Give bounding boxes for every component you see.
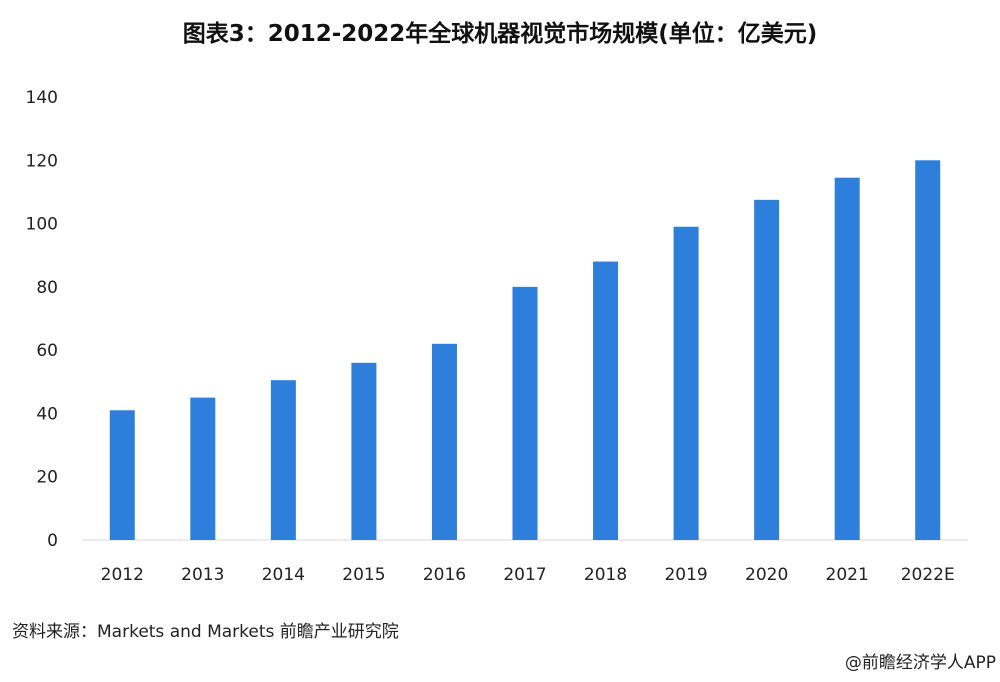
bar-2020 bbox=[754, 199, 780, 540]
x-tick-label: 2012 bbox=[101, 565, 144, 585]
y-tick-label: 40 bbox=[36, 404, 58, 424]
bar-2015 bbox=[351, 362, 377, 540]
x-tick-label: 2013 bbox=[181, 565, 224, 585]
y-tick-label: 20 bbox=[36, 468, 58, 488]
x-axis: 2012 2013 2014 2015 2016 2017 2018 2019 2020 2021… bbox=[101, 565, 955, 585]
x-tick-label: 2016 bbox=[423, 565, 466, 585]
x-tick-label: 2022E bbox=[901, 565, 955, 585]
bar-2018 bbox=[593, 261, 619, 540]
y-tick-label: 140 bbox=[26, 88, 58, 108]
y-tick-label: 60 bbox=[36, 341, 58, 361]
y-axis: 0 20 40 60 80 100 120 140 bbox=[26, 88, 58, 551]
bars-group bbox=[109, 160, 941, 541]
x-tick-label: 2021 bbox=[826, 565, 869, 585]
chart-title: 图表3：2012-2022年全球机器视觉市场规模(单位：亿美元) bbox=[182, 21, 818, 47]
bar-2013 bbox=[190, 397, 216, 540]
bar-2019 bbox=[673, 226, 699, 540]
bar-2012 bbox=[109, 410, 135, 540]
x-tick-label: 2017 bbox=[503, 565, 546, 585]
x-tick-label: 2014 bbox=[262, 565, 305, 585]
x-tick-label: 2015 bbox=[342, 565, 385, 585]
bar-2021 bbox=[834, 177, 860, 541]
y-tick-label: 100 bbox=[26, 215, 58, 235]
x-tick-label: 2020 bbox=[745, 565, 788, 585]
footer-watermark-text: @前瞻经济学人APP bbox=[844, 653, 996, 673]
y-tick-label: 0 bbox=[47, 531, 58, 551]
bar-2014 bbox=[270, 380, 296, 540]
x-tick-label: 2019 bbox=[664, 565, 707, 585]
x-tick-label: 2018 bbox=[584, 565, 627, 585]
y-tick-label: 120 bbox=[26, 151, 58, 171]
source-note: 资料来源：Markets and Markets 前瞻产业研究院 bbox=[12, 622, 399, 642]
bar-2022E bbox=[915, 160, 941, 541]
y-tick-label: 80 bbox=[36, 278, 58, 298]
bar-2016 bbox=[431, 343, 457, 540]
bar-2017 bbox=[512, 286, 538, 540]
